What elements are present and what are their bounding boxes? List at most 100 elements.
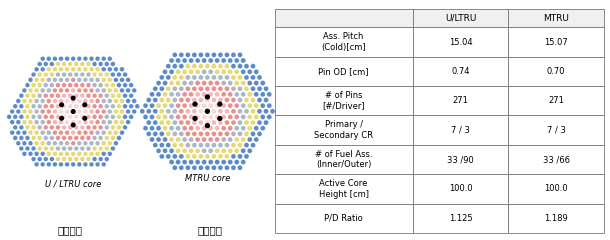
Circle shape [195,137,200,142]
Circle shape [234,69,239,74]
Circle shape [172,154,178,159]
Circle shape [98,146,103,151]
Circle shape [71,110,75,113]
Circle shape [176,81,181,86]
Circle shape [129,83,134,88]
Circle shape [25,83,30,88]
Circle shape [80,125,85,130]
Circle shape [52,109,57,114]
Circle shape [179,86,184,91]
Circle shape [234,137,239,142]
Circle shape [169,137,174,142]
Circle shape [231,165,236,170]
Circle shape [244,109,249,114]
Circle shape [28,88,33,93]
Circle shape [52,88,57,93]
Circle shape [89,162,94,167]
Circle shape [185,64,190,69]
Circle shape [218,64,223,69]
Circle shape [59,56,63,61]
Circle shape [117,125,121,130]
Circle shape [113,78,118,82]
Circle shape [251,131,256,136]
Circle shape [68,62,73,66]
Circle shape [117,136,121,140]
Circle shape [205,154,210,159]
Circle shape [34,67,39,72]
Circle shape [83,116,87,120]
Circle shape [28,130,33,135]
Circle shape [74,83,79,88]
Circle shape [198,165,203,170]
Circle shape [92,125,97,130]
Circle shape [218,165,223,170]
Circle shape [205,143,210,148]
Circle shape [65,67,70,72]
Circle shape [107,67,112,72]
Circle shape [74,136,79,140]
Circle shape [46,88,51,93]
Circle shape [59,130,63,135]
Circle shape [110,83,115,88]
Circle shape [59,109,63,114]
Circle shape [244,97,249,102]
Circle shape [198,109,203,114]
Circle shape [74,125,79,130]
Circle shape [241,137,246,142]
Circle shape [188,137,193,142]
Circle shape [212,120,217,125]
Circle shape [37,72,42,77]
Circle shape [231,143,236,148]
Circle shape [113,130,118,135]
Circle shape [247,137,253,142]
Circle shape [123,104,127,109]
Circle shape [237,52,243,57]
Circle shape [188,148,193,153]
Circle shape [218,120,223,125]
Circle shape [62,114,66,119]
Circle shape [169,148,174,153]
Circle shape [98,104,103,109]
Circle shape [25,146,30,151]
Circle shape [159,131,164,136]
Circle shape [80,114,85,119]
Circle shape [179,97,184,102]
Circle shape [221,69,226,74]
Circle shape [22,99,27,103]
Circle shape [92,114,97,119]
Circle shape [52,67,57,72]
Circle shape [98,93,103,98]
Text: U / LTRU core: U / LTRU core [45,180,101,189]
Circle shape [156,126,161,131]
Circle shape [49,104,54,109]
Circle shape [182,103,187,108]
Circle shape [117,72,121,77]
Circle shape [89,120,94,125]
Circle shape [185,52,190,57]
Circle shape [123,93,127,98]
Circle shape [89,99,94,103]
Circle shape [182,114,187,120]
Circle shape [34,141,39,146]
Circle shape [89,78,94,82]
Circle shape [244,75,249,80]
Circle shape [71,99,76,103]
Circle shape [228,148,233,153]
Circle shape [19,146,24,151]
Text: 초기노심: 초기노심 [58,225,82,235]
Circle shape [198,64,203,69]
Circle shape [86,125,91,130]
Circle shape [237,120,243,125]
Circle shape [241,81,246,86]
Circle shape [206,109,209,113]
Circle shape [52,56,57,61]
Circle shape [182,126,187,131]
Circle shape [34,78,39,82]
Circle shape [43,146,48,151]
Circle shape [25,114,30,119]
Circle shape [241,103,246,108]
Circle shape [198,131,203,136]
Circle shape [16,141,21,146]
Circle shape [110,62,115,66]
Circle shape [104,83,109,88]
